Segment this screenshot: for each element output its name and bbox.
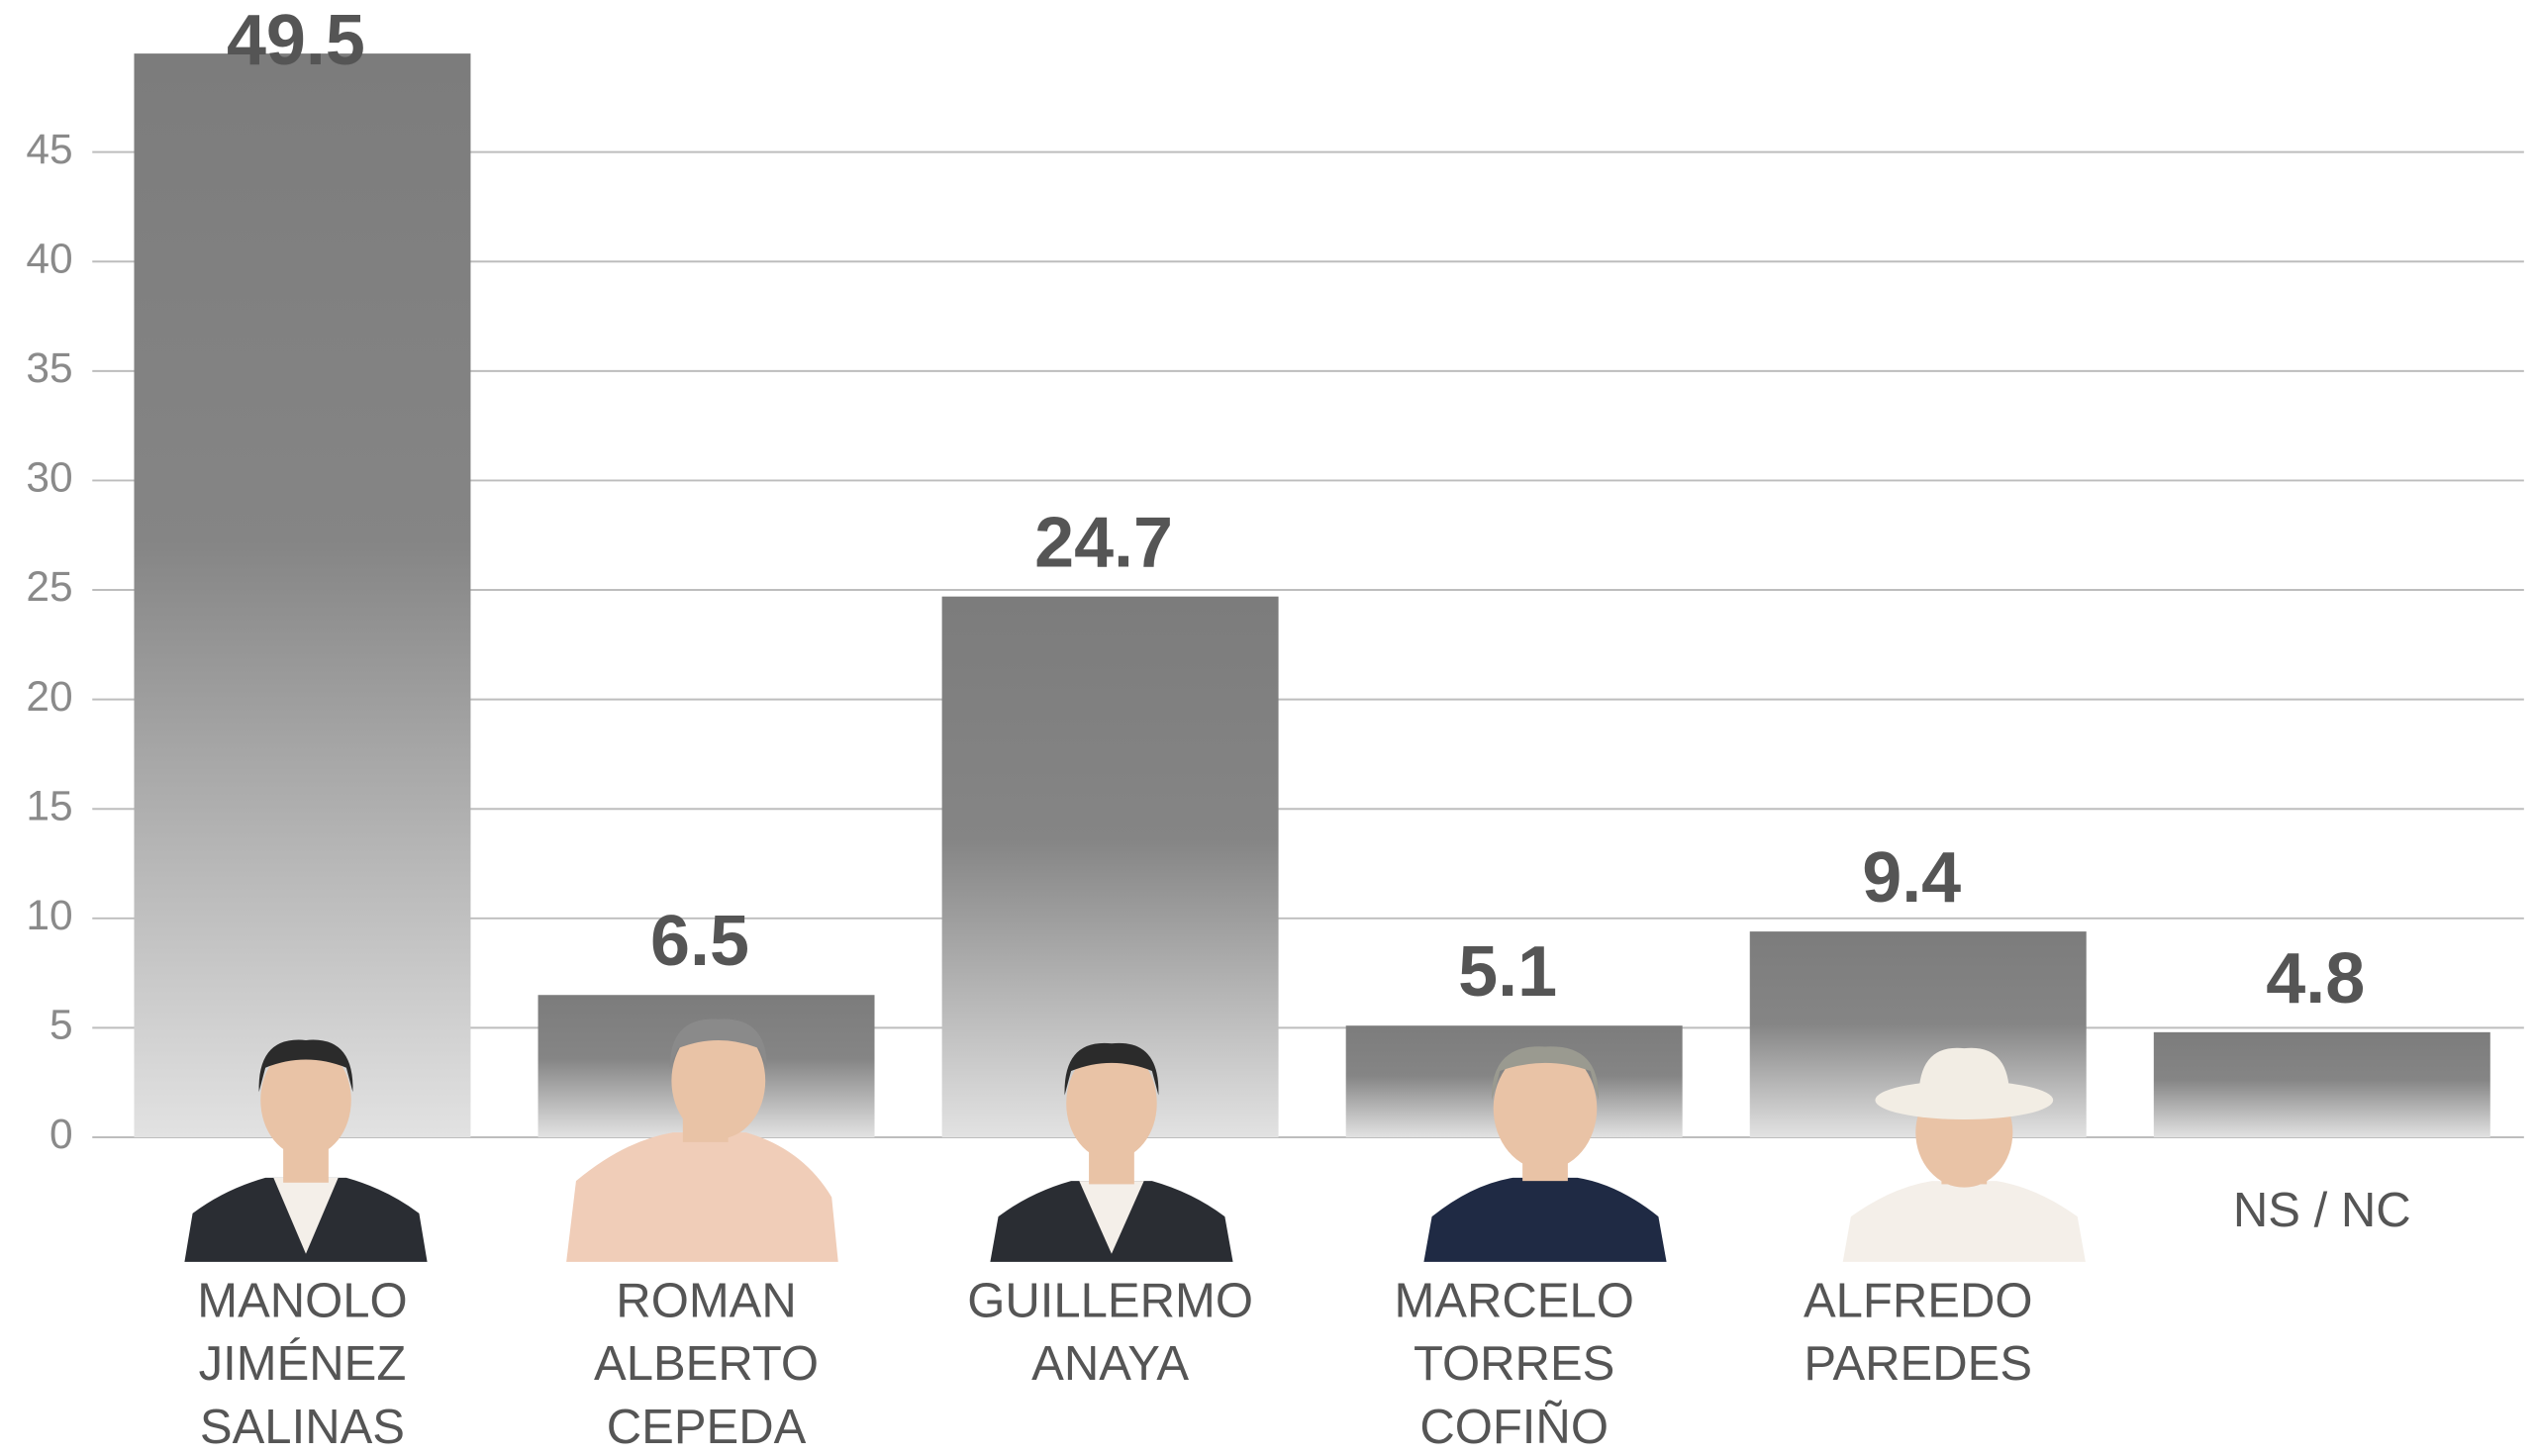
y-tick-label: 15 (26, 783, 72, 829)
bar (134, 53, 470, 1137)
x-tick-label: NS / NC (2233, 1184, 2411, 1237)
value-label: 5.1 (1458, 932, 1557, 1012)
value-label: 24.7 (1034, 504, 1173, 583)
y-tick-label: 40 (26, 236, 72, 282)
x-tick-label: MARCELO (1394, 1274, 1633, 1327)
bar (2154, 1032, 2490, 1137)
x-tick-label: GUILLERMO (967, 1274, 1253, 1327)
value-label: 4.8 (2266, 939, 2365, 1019)
x-tick-label: ALFREDO (1804, 1274, 2033, 1327)
value-label: 6.5 (650, 902, 749, 981)
x-tick-label: ROMAN (616, 1274, 796, 1327)
x-tick-label: CEPEDA (607, 1401, 807, 1454)
x-tick-label: PAREDES (1804, 1337, 2032, 1391)
y-tick-label: 45 (26, 127, 72, 173)
x-tick-label: JIMÉNEZ (199, 1336, 407, 1391)
value-label: 9.4 (1862, 838, 1961, 918)
x-tick-label: ALBERTO (594, 1337, 819, 1391)
y-tick-label: 0 (49, 1112, 73, 1158)
y-tick-label: 30 (26, 455, 72, 502)
y-tick-label: 35 (26, 345, 72, 392)
x-tick-label: SALINAS (200, 1401, 405, 1454)
x-tick-label: MANOLO (197, 1274, 407, 1327)
y-tick-label: 20 (26, 674, 72, 721)
y-tick-label: 5 (49, 1003, 73, 1049)
chart: 0 5 10 15 20 25 30 35 40 45 49.5 MANOLO JIMÉNEZ SALIN… (0, 0, 2537, 1456)
y-tick-label: 10 (26, 893, 72, 939)
y-tick-label: 25 (26, 564, 72, 611)
x-tick-label: COFIÑO (1419, 1400, 1609, 1454)
x-tick-label: ANAYA (1031, 1337, 1189, 1391)
value-label: 49.5 (227, 1, 365, 80)
x-tick-label: TORRES (1414, 1337, 1614, 1391)
bars (134, 53, 2489, 1137)
